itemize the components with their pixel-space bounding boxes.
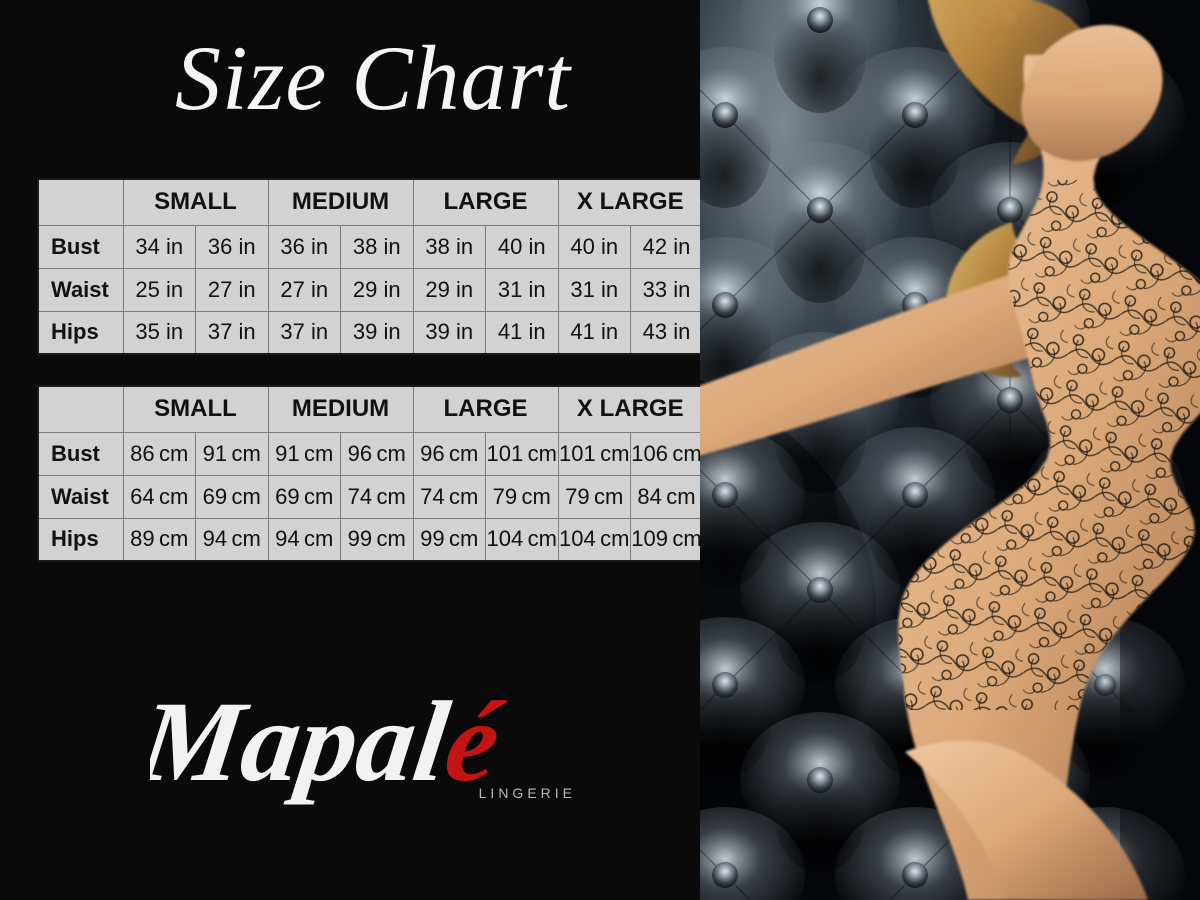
svg-text:Mapalé: Mapalé bbox=[150, 678, 511, 805]
